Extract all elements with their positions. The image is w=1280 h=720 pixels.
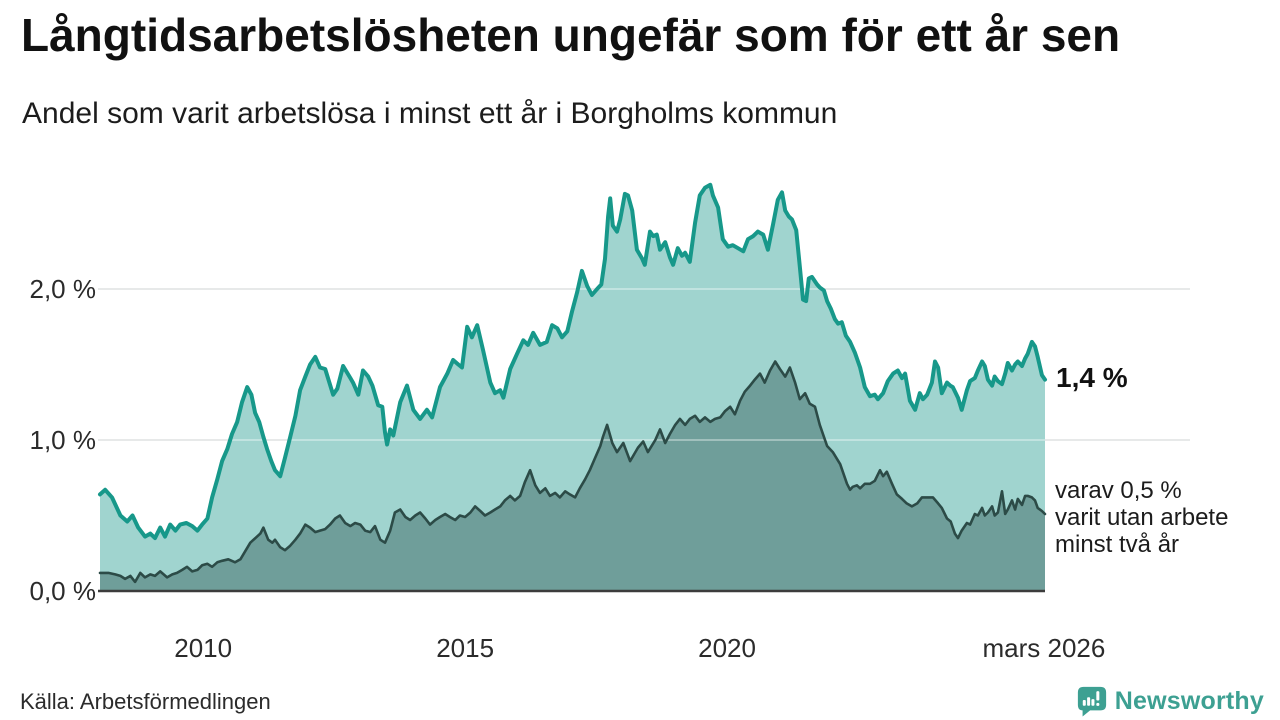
x-tick-label: mars 2026 bbox=[982, 633, 1106, 663]
y-tick-label: 2,0 % bbox=[29, 274, 97, 304]
series2-end-value-label: varav 0,5 % varit utan arbete minst två … bbox=[1055, 477, 1228, 558]
unemployed-min-one-year-line bbox=[98, 182, 1047, 541]
unemployed-min-two-years-line bbox=[98, 360, 1047, 584]
newsworthy-wordmark: Newsworthy bbox=[1114, 686, 1264, 715]
x-tick-label: 2015 bbox=[436, 633, 495, 663]
series1-end-value-label: 1,4 % bbox=[1056, 362, 1128, 393]
series2-end-line3: minst två år bbox=[1055, 531, 1180, 558]
page-title: Långtidsarbetslösheten ungefär som för e… bbox=[21, 9, 1121, 61]
chart-subtitle: Andel som varit arbetslösa i minst ett å… bbox=[22, 97, 838, 130]
x-tick-label: 2020 bbox=[698, 633, 756, 663]
source-note: Källa: Arbetsförmedlingen bbox=[20, 689, 271, 714]
unemployed-min-two-years-area bbox=[100, 361, 1045, 591]
y-tick-label: 1,0 % bbox=[29, 425, 97, 455]
newsworthy-icon bbox=[1077, 686, 1106, 717]
series2-end-line1: varav 0,5 % bbox=[1055, 477, 1182, 504]
series2-end-line2: varit utan arbete bbox=[1055, 504, 1229, 531]
x-tick-label: 2010 bbox=[174, 633, 233, 663]
newsworthy-logo: Newsworthy bbox=[1076, 684, 1264, 718]
y-tick-label: 0,0 % bbox=[29, 576, 97, 606]
